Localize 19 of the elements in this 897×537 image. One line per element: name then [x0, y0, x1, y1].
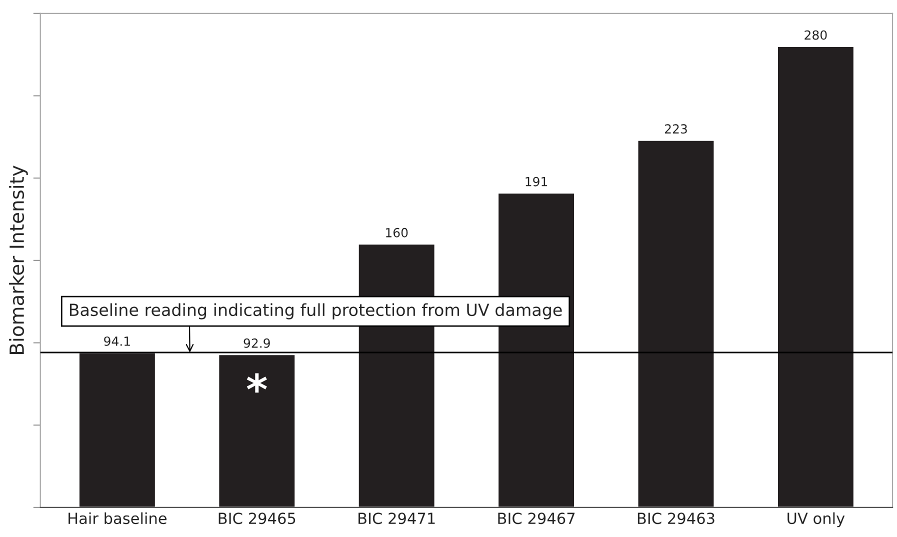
- y-axis-title: Biomarker Intensity: [9, 166, 28, 354]
- x-tick-label: BIC 29465: [218, 512, 296, 524]
- bar: [776, 46, 855, 508]
- data-label: 92.9: [244, 338, 270, 348]
- x-tick-label: BIC 29463: [638, 512, 714, 524]
- data-label: 191: [526, 176, 548, 186]
- data-label: 223: [664, 124, 687, 134]
- x-tick-label: Hair baseline: [68, 512, 166, 524]
- bar: [218, 354, 296, 508]
- x-tick-label: BIC 29467: [498, 512, 575, 524]
- ref-line-label: Baseline reading indicating full protection from UV damage: [70, 303, 562, 320]
- data-label: 94.1: [104, 336, 130, 346]
- data-label: 160: [386, 228, 408, 238]
- bar: [636, 140, 716, 508]
- bar: [78, 352, 156, 508]
- annotation: *: [246, 373, 267, 393]
- x-tick-label: BIC 29471: [358, 512, 435, 524]
- data-label: 280: [804, 30, 827, 40]
- x-tick-label: UV only: [788, 512, 845, 528]
